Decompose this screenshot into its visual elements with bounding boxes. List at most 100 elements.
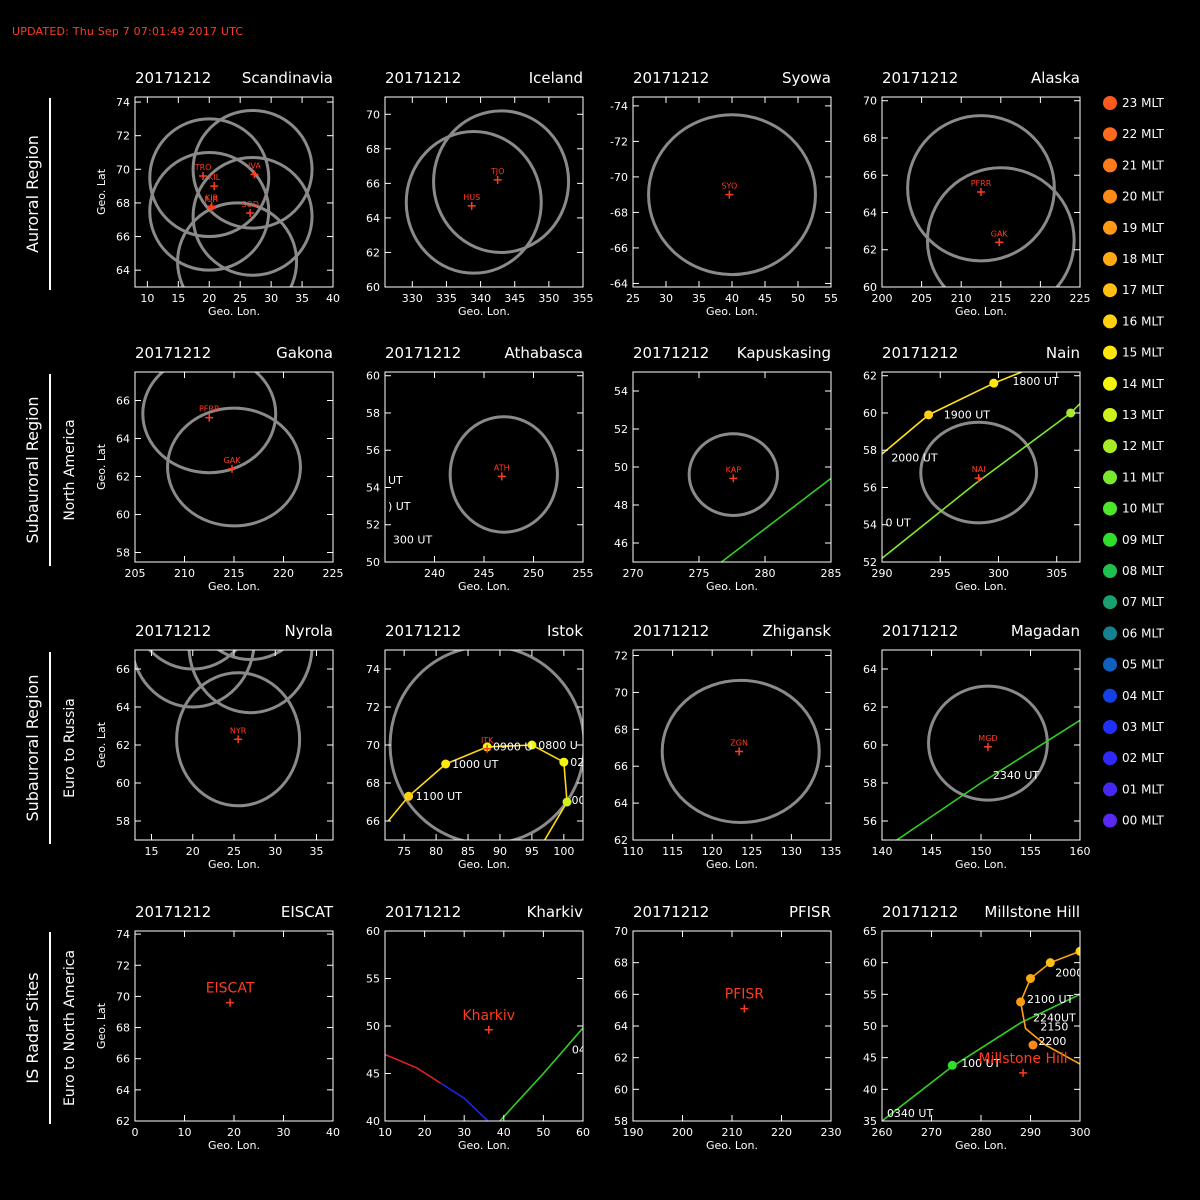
fov-circle <box>927 684 1049 802</box>
legend-label: 04 MLT <box>1122 689 1164 703</box>
panel-date: 20171212 <box>385 344 461 362</box>
x-axis-label: Geo. Lon. <box>955 1139 1007 1152</box>
track-time-label: 0900 U <box>493 741 533 754</box>
y-tick-label: 58 <box>614 1115 628 1128</box>
plot-area: 1100 UT 1000 UT 0900 U 0800 U 02 00 ITK <box>387 650 586 840</box>
station-label: IVA <box>248 161 261 170</box>
x-tick-label: 35 <box>295 292 309 305</box>
panel-date: 20171212 <box>882 903 958 921</box>
legend-item: 14 MLT <box>1103 376 1164 391</box>
legend-swatch <box>1103 657 1117 672</box>
legend-swatch <box>1103 470 1117 485</box>
legend-swatch <box>1103 189 1117 204</box>
panel-title: Scandinavia <box>242 69 333 87</box>
row-title: IS Radar Sites <box>23 972 42 1083</box>
legend-item: 17 MLT <box>1103 283 1164 298</box>
y-tick-label: 58 <box>116 815 130 828</box>
y-tick-label: 60 <box>366 281 380 294</box>
legend-item: 09 MLT <box>1103 532 1164 547</box>
fov-circle <box>925 166 1076 287</box>
plot-frame <box>632 649 832 841</box>
station-marker: PFRR <box>199 405 220 422</box>
fov-circle <box>906 114 1056 263</box>
x-tick-label: 300 <box>988 567 1009 580</box>
track-hour-dot <box>1066 408 1076 418</box>
y-tick-label: 60 <box>863 739 877 752</box>
panel-date: 20171212 <box>135 344 211 362</box>
station-marker: KAP <box>726 465 741 483</box>
panel-syowa: 20171212 Syowa SYO 25 30 35 40 45 50 55 -74 -72 -70 -… <box>610 69 838 318</box>
plot-area: 04 Kharkiv <box>385 1008 583 1121</box>
x-tick-label: 335 <box>436 292 457 305</box>
track-time-label: UT <box>388 474 403 487</box>
x-tick-label: 30 <box>457 1126 471 1139</box>
plot-area: ZGN <box>660 678 821 824</box>
x-tick-label: 215 <box>224 567 245 580</box>
plot-area: NYR <box>135 650 314 808</box>
fov-circle <box>919 420 1039 525</box>
x-tick-label: 330 <box>402 292 423 305</box>
y-tick-label: 68 <box>614 957 628 970</box>
station-marker: PFISR <box>725 987 764 1013</box>
track-time-label: 00 <box>572 794 586 807</box>
x-tick-label: 270 <box>623 567 644 580</box>
station-star <box>974 474 983 483</box>
legend-item: 08 MLT <box>1103 564 1164 578</box>
y-tick-label: 68 <box>116 1022 130 1035</box>
x-axis-label: Geo. Lon. <box>706 1139 758 1152</box>
station-label: ZGN <box>730 738 748 747</box>
y-tick-label: 62 <box>614 834 628 847</box>
x-tick-label: 340 <box>470 292 491 305</box>
x-axis-label: Geo. Lon. <box>458 1139 510 1152</box>
track-time-label: 0800 U <box>538 739 578 752</box>
x-tick-label: 35 <box>310 845 324 858</box>
fov-circle <box>448 415 559 534</box>
y-tick-label: 70 <box>366 739 380 752</box>
panel-nain: 20171212 Nain 1800 UT 1900 UT 2000 UT 0 UT NAI… <box>863 344 1081 593</box>
station-star <box>995 238 1004 247</box>
row-title: Auroral Region <box>23 135 42 253</box>
y-tick-label: 66 <box>116 395 130 408</box>
y-tick-label: 64 <box>614 797 628 810</box>
x-tick-label: 295 <box>930 567 951 580</box>
station-star <box>977 188 985 196</box>
legend-swatch <box>1103 439 1117 454</box>
panel-title: EISCAT <box>281 903 334 921</box>
y-tick-label: 62 <box>116 1115 130 1128</box>
x-tick-label: 120 <box>702 845 723 858</box>
legend-label: 05 MLT <box>1122 658 1164 672</box>
x-tick-label: 300 <box>1070 1126 1091 1139</box>
station-label: MGD <box>978 734 997 743</box>
panel-kharkiv: 20171212 Kharkiv 04 Kharkiv 10 20 30 40 50 60 40 45… <box>366 903 590 1152</box>
plot-frame <box>632 930 832 1122</box>
x-tick-label: 305 <box>1046 567 1067 580</box>
x-tick-label: 85 <box>461 845 475 858</box>
y-tick-label: 40 <box>366 1115 380 1128</box>
station-marker: ATH <box>494 463 510 481</box>
y-tick-label: 66 <box>366 177 380 190</box>
station-star <box>210 182 219 191</box>
satellite-track <box>882 403 1080 559</box>
y-tick-label: 60 <box>116 509 130 522</box>
legend-label: 19 MLT <box>1122 221 1164 235</box>
x-axis-label: Geo. Lon. <box>706 580 758 593</box>
panel-title: Nain <box>1046 344 1080 362</box>
station-marker: IVA <box>248 161 261 179</box>
y-tick-label: 52 <box>863 556 877 569</box>
station-star <box>497 472 506 481</box>
track-hour-dot <box>1026 974 1035 983</box>
x-tick-label: 355 <box>573 292 594 305</box>
track-hour-dot <box>441 759 451 769</box>
legend-item: 16 MLT <box>1103 314 1164 329</box>
x-tick-label: 50 <box>791 292 805 305</box>
y-tick-label: 46 <box>614 537 628 550</box>
y-tick-label: 66 <box>116 663 130 676</box>
x-tick-label: 80 <box>429 845 443 858</box>
track-time-label: 2150 <box>1040 1020 1068 1033</box>
x-tick-label: 280 <box>755 567 776 580</box>
y-tick-label: 70 <box>614 925 628 938</box>
x-tick-label: 55 <box>824 292 838 305</box>
x-axis-label: Geo. Lon. <box>458 858 510 871</box>
legend-label: 15 MLT <box>1122 346 1164 360</box>
